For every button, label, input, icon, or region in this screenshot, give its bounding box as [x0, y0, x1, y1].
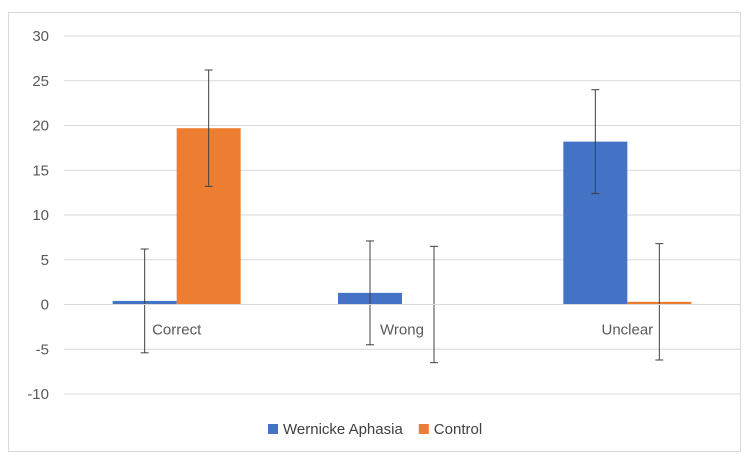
y-tick-label: -5 [36, 341, 49, 358]
y-tick-label: 15 [32, 162, 49, 179]
legend-label: Wernicke Aphasia [283, 421, 403, 438]
y-tick-label: 20 [32, 118, 49, 135]
category-label: Unclear [601, 322, 653, 339]
category-labels: Correct Wrong Unclear [152, 322, 653, 339]
y-tick-label: 5 [41, 252, 49, 269]
legend-swatch [268, 424, 278, 434]
legend: Wernicke Aphasia Control [268, 421, 482, 438]
error-bars [140, 69, 664, 364]
gridlines [64, 35, 740, 395]
legend-label: Control [434, 421, 482, 438]
y-tick-label: 25 [32, 73, 49, 90]
y-tick-label: 0 [41, 297, 49, 314]
y-axis-tick-labels: 30 25 20 15 10 5 0 -5 -10 [27, 28, 49, 403]
y-tick-label: -10 [27, 386, 49, 403]
y-tick-label: 10 [32, 207, 49, 224]
bars [112, 128, 692, 305]
category-label: Wrong [380, 322, 424, 339]
legend-swatch [418, 424, 429, 434]
category-label: Correct [152, 322, 202, 339]
y-tick-label: 30 [32, 28, 49, 45]
